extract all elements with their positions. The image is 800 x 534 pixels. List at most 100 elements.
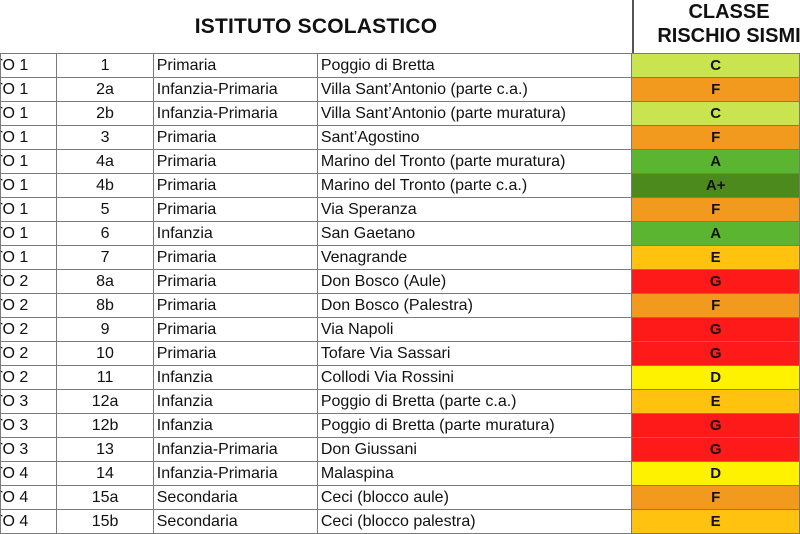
cell-tipo-scuola: Primaria <box>152 245 318 270</box>
cell-circolo: TO 2 <box>0 269 58 294</box>
cell-circolo: TO 3 <box>0 389 58 414</box>
cell-codice: 1 <box>56 53 154 78</box>
cell-classe-rischio: A+ <box>631 173 800 198</box>
cell-circolo: TO 4 <box>0 485 58 510</box>
cell-sede: Don Giussani <box>316 437 633 462</box>
cell-tipo-scuola: Primaria <box>152 173 318 198</box>
cell-codice: 6 <box>56 221 154 246</box>
cell-classe-rischio: D <box>631 461 800 486</box>
header-column-divider <box>632 0 634 53</box>
cell-tipo-scuola: Primaria <box>152 269 318 294</box>
cell-circolo: TO 1 <box>0 173 58 198</box>
cell-sede: Don Bosco (Aule) <box>316 269 633 294</box>
cell-classe-rischio: E <box>631 389 800 414</box>
cell-codice: 11 <box>56 365 154 390</box>
cell-sede: Villa Sant’Antonio (parte c.a.) <box>316 77 633 102</box>
cell-classe-rischio: G <box>631 437 800 462</box>
cell-codice: 12b <box>56 413 154 438</box>
cell-classe-rischio: D <box>631 365 800 390</box>
cell-tipo-scuola: Infanzia-Primaria <box>152 101 318 126</box>
cell-tipo-scuola: Primaria <box>152 149 318 174</box>
cell-classe-rischio: F <box>631 197 800 222</box>
cell-codice: 4b <box>56 173 154 198</box>
cell-tipo-scuola: Primaria <box>152 317 318 342</box>
cell-tipo-scuola: Primaria <box>152 125 318 150</box>
cell-sede: Tofare Via Sassari <box>316 341 633 366</box>
cell-classe-rischio: G <box>631 269 800 294</box>
cell-codice: 8b <box>56 293 154 318</box>
cell-tipo-scuola: Infanzia <box>152 221 318 246</box>
cell-tipo-scuola: Primaria <box>152 341 318 366</box>
header-classe-rischio: CLASSE RISCHIO SISMI <box>634 0 800 53</box>
cell-codice: 10 <box>56 341 154 366</box>
cell-circolo: TO 1 <box>0 221 58 246</box>
cell-circolo: TO 3 <box>0 413 58 438</box>
cell-sede: Ceci (blocco aule) <box>316 485 633 510</box>
cell-sede: Poggio di Bretta (parte c.a.) <box>316 389 633 414</box>
header-istituto-scolastico: ISTITUTO SCOLASTICO <box>194 14 438 38</box>
cell-tipo-scuola: Infanzia <box>152 413 318 438</box>
cell-classe-rischio: G <box>631 317 800 342</box>
cell-circolo: TO 1 <box>0 197 58 222</box>
cell-sede: Via Napoli <box>316 317 633 342</box>
cell-codice: 2b <box>56 101 154 126</box>
cell-sede: Marino del Tronto (parte muratura) <box>316 149 633 174</box>
cell-codice: 12a <box>56 389 154 414</box>
cell-circolo: TO 2 <box>0 317 58 342</box>
header-classe-line1: CLASSE <box>688 1 770 23</box>
cell-classe-rischio: G <box>631 413 800 438</box>
cell-circolo: TO 1 <box>0 125 58 150</box>
cell-codice: 3 <box>56 125 154 150</box>
cell-codice: 14 <box>56 461 154 486</box>
cell-codice: 4a <box>56 149 154 174</box>
cell-tipo-scuola: Infanzia-Primaria <box>152 77 318 102</box>
cell-circolo: TO 1 <box>0 77 58 102</box>
cell-circolo: TO 1 <box>0 245 58 270</box>
cell-sede: Malaspina <box>316 461 633 486</box>
cell-circolo: TO 4 <box>0 461 58 486</box>
cell-classe-rischio: A <box>631 221 800 246</box>
cell-sede: Poggio di Bretta (parte muratura) <box>316 413 633 438</box>
cell-classe-rischio: A <box>631 149 800 174</box>
cell-codice: 5 <box>56 197 154 222</box>
cell-tipo-scuola: Infanzia <box>152 389 318 414</box>
cell-classe-rischio: G <box>631 341 800 366</box>
cell-sede: Collodi Via Rossini <box>316 365 633 390</box>
cell-classe-rischio: E <box>631 509 800 534</box>
cell-circolo: TO 1 <box>0 101 58 126</box>
cell-tipo-scuola: Infanzia <box>152 365 318 390</box>
cell-tipo-scuola: Infanzia-Primaria <box>152 461 318 486</box>
cell-tipo-scuola: Primaria <box>152 53 318 78</box>
cell-sede: Sant’Agostino <box>316 125 633 150</box>
cell-circolo: TO 2 <box>0 365 58 390</box>
header-classe-line2: RISCHIO SISMI <box>657 25 800 47</box>
cell-classe-rischio: F <box>631 77 800 102</box>
cell-classe-rischio: E <box>631 245 800 270</box>
cell-classe-rischio: F <box>631 293 800 318</box>
cell-tipo-scuola: Secondaria <box>152 485 318 510</box>
cell-codice: 8a <box>56 269 154 294</box>
cell-tipo-scuola: Secondaria <box>152 509 318 534</box>
cell-codice: 13 <box>56 437 154 462</box>
cell-codice: 9 <box>56 317 154 342</box>
cell-codice: 15b <box>56 509 154 534</box>
cell-sede: Venagrande <box>316 245 633 270</box>
table-header: ISTITUTO SCOLASTICO CLASSE RISCHIO SISMI <box>0 0 800 53</box>
